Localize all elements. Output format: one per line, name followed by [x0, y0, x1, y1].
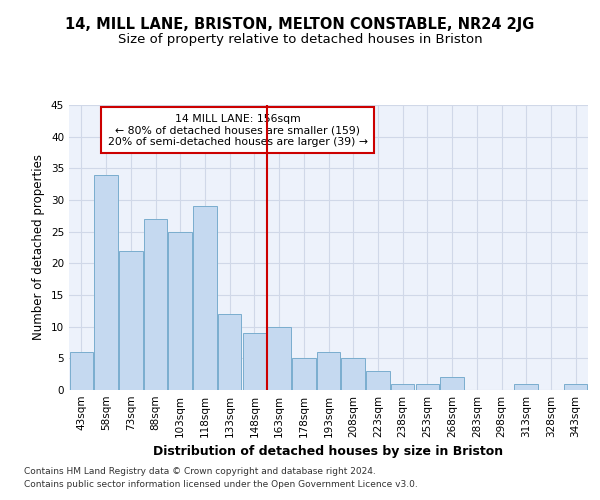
- Bar: [416, 384, 439, 390]
- Bar: [242, 333, 266, 390]
- Text: Contains public sector information licensed under the Open Government Licence v3: Contains public sector information licen…: [24, 480, 418, 489]
- Text: Contains HM Land Registry data © Crown copyright and database right 2024.: Contains HM Land Registry data © Crown c…: [24, 467, 376, 476]
- X-axis label: Distribution of detached houses by size in Briston: Distribution of detached houses by size …: [154, 446, 503, 458]
- Bar: [94, 174, 118, 390]
- Text: Size of property relative to detached houses in Briston: Size of property relative to detached ho…: [118, 32, 482, 46]
- Bar: [193, 206, 217, 390]
- Bar: [514, 384, 538, 390]
- Bar: [169, 232, 192, 390]
- Bar: [564, 384, 587, 390]
- Bar: [70, 352, 93, 390]
- Text: 14 MILL LANE: 156sqm
← 80% of detached houses are smaller (159)
20% of semi-deta: 14 MILL LANE: 156sqm ← 80% of detached h…: [107, 114, 368, 147]
- Bar: [341, 358, 365, 390]
- Text: 14, MILL LANE, BRISTON, MELTON CONSTABLE, NR24 2JG: 14, MILL LANE, BRISTON, MELTON CONSTABLE…: [65, 18, 535, 32]
- Bar: [119, 250, 143, 390]
- Bar: [218, 314, 241, 390]
- Y-axis label: Number of detached properties: Number of detached properties: [32, 154, 46, 340]
- Bar: [391, 384, 415, 390]
- Bar: [317, 352, 340, 390]
- Bar: [292, 358, 316, 390]
- Bar: [268, 326, 291, 390]
- Bar: [144, 219, 167, 390]
- Bar: [440, 378, 464, 390]
- Bar: [366, 371, 389, 390]
